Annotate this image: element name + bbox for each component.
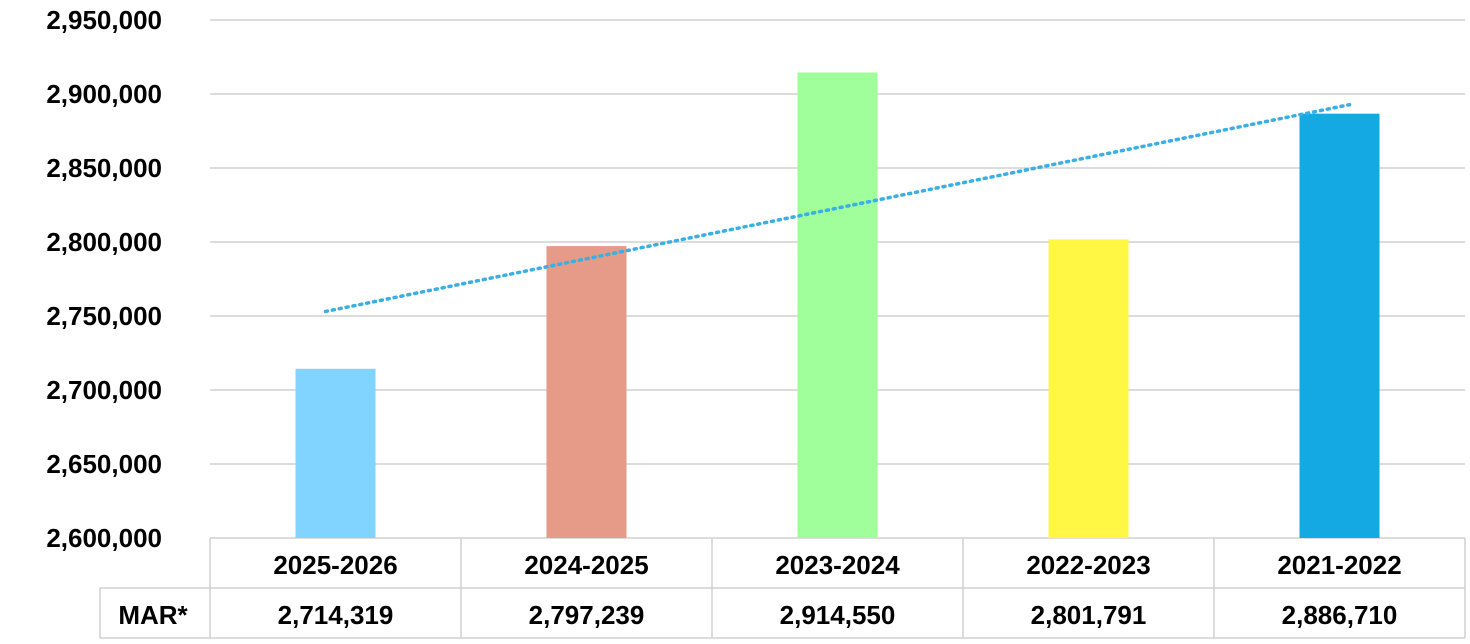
y-tick-label: 2,800,000 xyxy=(46,227,162,257)
y-axis-tick-labels: 2,600,000 2,650,000 2,700,000 2,750,000 2,80… xyxy=(46,5,162,553)
category-label: 2023-2024 xyxy=(775,550,900,580)
bar xyxy=(546,246,627,538)
data-value-label: 2,714,319 xyxy=(278,600,394,630)
trendline xyxy=(323,102,1352,314)
series-label: MAR* xyxy=(118,600,188,630)
y-tick-label: 2,750,000 xyxy=(46,301,162,331)
data-table: 2025-2026 2,714,319 2024-2025 2,797,239 2023… xyxy=(99,538,1466,639)
data-value-label: 2,801,791 xyxy=(1031,600,1147,630)
bars xyxy=(295,72,1380,539)
y-tick-label: 2,700,000 xyxy=(46,375,162,405)
y-tick-label: 2,950,000 xyxy=(46,5,162,35)
category-label: 2021-2022 xyxy=(1277,550,1401,580)
data-value-label: 2,886,710 xyxy=(1282,600,1398,630)
y-tick-label: 2,850,000 xyxy=(46,153,162,183)
bar xyxy=(1299,113,1380,539)
data-value-label: 2,914,550 xyxy=(780,600,896,630)
y-tick-label: 2,650,000 xyxy=(46,449,162,479)
y-tick-label: 2,600,000 xyxy=(46,523,162,553)
bar xyxy=(1048,239,1129,539)
bar xyxy=(797,72,878,538)
y-tick-label: 2,900,000 xyxy=(46,79,162,109)
category-label: 2025-2026 xyxy=(273,550,397,580)
category-label: 2022-2023 xyxy=(1026,550,1150,580)
bar xyxy=(295,368,376,538)
data-value-label: 2,797,239 xyxy=(529,600,645,630)
trendline-group xyxy=(323,102,1352,314)
category-label: 2024-2025 xyxy=(524,550,648,580)
